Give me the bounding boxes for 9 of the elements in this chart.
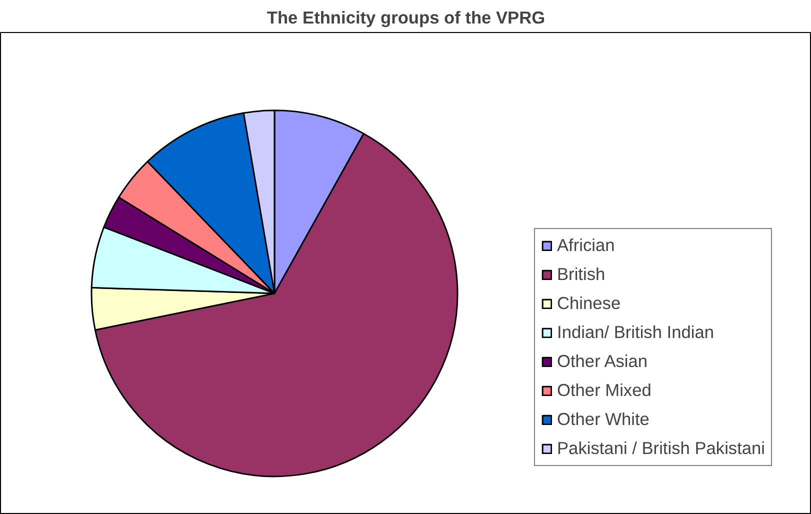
chart-title: The Ethnicity groups of the VPRG xyxy=(266,8,546,28)
legend-label: Other Asian xyxy=(557,351,648,372)
legend-label: Pakistani / British Pakistani xyxy=(557,438,766,459)
legend-label: Indian/ British Indian xyxy=(557,322,714,343)
legend-label: Africian xyxy=(557,235,615,256)
legend-label: British xyxy=(557,264,606,285)
legend-label: Chinese xyxy=(557,293,621,314)
legend-label: Other Mixed xyxy=(557,380,652,401)
legend-label: Other White xyxy=(557,409,650,430)
